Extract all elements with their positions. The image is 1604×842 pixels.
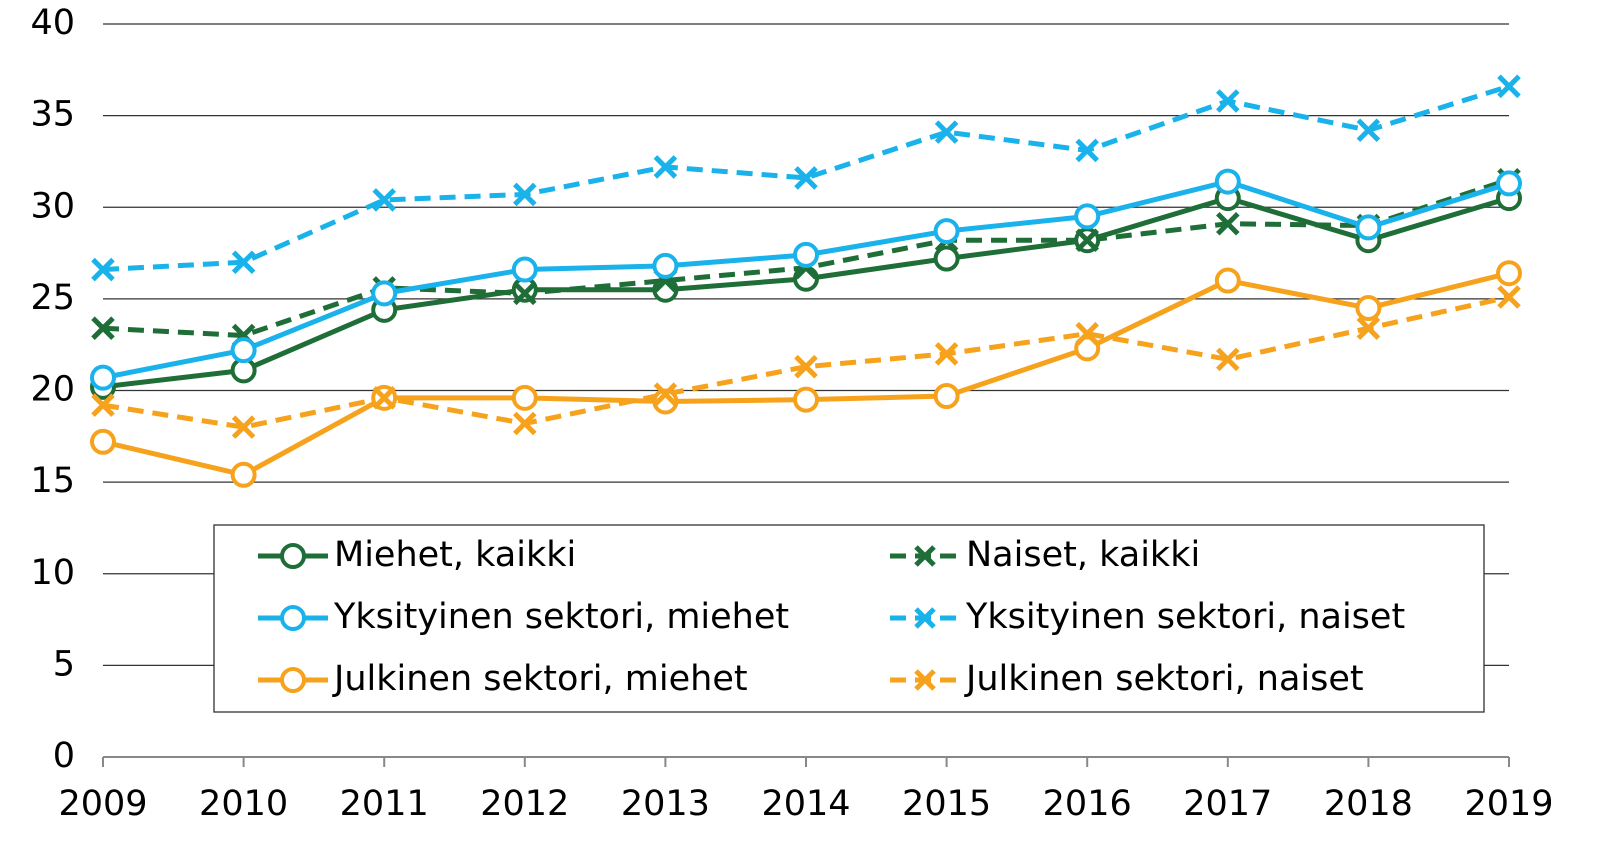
legend-marker [914, 545, 936, 567]
y-tick-label: 35 [30, 95, 75, 135]
legend-marker [914, 607, 936, 629]
point [1075, 138, 1099, 163]
legend-label: Miehet, kaikki [334, 535, 576, 575]
point [934, 120, 959, 144]
x-tick-label: 2019 [1464, 784, 1553, 824]
y-tick-label: 10 [30, 553, 75, 593]
point [371, 280, 398, 307]
point [653, 382, 678, 406]
point [1496, 260, 1522, 287]
series-line [102, 83, 1510, 273]
legend-label: Yksityinen sektori, miehet [333, 597, 789, 637]
point [1074, 203, 1101, 230]
point [794, 166, 818, 190]
point [933, 218, 960, 245]
point [793, 241, 819, 268]
x-tick-label: 2015 [902, 784, 991, 824]
x-tick-label: 2018 [1324, 784, 1413, 824]
legend-marker [280, 543, 306, 569]
point [91, 316, 115, 340]
point [933, 245, 960, 272]
legend-label: Julkinen sektori, naiset [964, 659, 1364, 699]
y-tick-label: 5 [53, 644, 75, 684]
y-tick-label: 0 [53, 736, 75, 776]
point [511, 256, 538, 283]
point [653, 155, 678, 179]
point [513, 182, 537, 207]
point [1216, 347, 1240, 372]
point [1355, 214, 1382, 241]
y-tick-label: 25 [30, 278, 75, 318]
x-tick-label: 2012 [480, 784, 569, 824]
point [372, 386, 396, 410]
legend-label: Yksityinen sektori, naiset [965, 597, 1405, 637]
point [1356, 118, 1381, 143]
point [231, 415, 256, 439]
point [90, 364, 116, 391]
x-tick-label: 2009 [58, 784, 147, 824]
y-tick-label: 20 [30, 370, 75, 410]
point [793, 386, 819, 413]
point [513, 281, 537, 306]
point [90, 428, 116, 455]
point [1497, 285, 1521, 309]
legend-marker [280, 605, 306, 631]
legend-label: Naiset, kaikki [966, 535, 1200, 575]
x-tick-label: 2011 [340, 784, 429, 824]
point [231, 250, 256, 274]
point [652, 388, 679, 415]
point [934, 342, 959, 366]
point [1214, 267, 1241, 294]
point [372, 188, 396, 212]
y-tick-label: 40 [30, 3, 75, 43]
x-tick-label: 2014 [761, 784, 850, 824]
point [1216, 89, 1240, 113]
x-tick-label: 2013 [621, 784, 710, 824]
x-tick-label: 2016 [1043, 784, 1132, 824]
point [513, 411, 537, 436]
point [511, 384, 538, 411]
y-tick-label: 30 [30, 186, 75, 226]
x-tick-label: 2010 [199, 784, 288, 824]
point [652, 252, 679, 279]
point [1074, 335, 1101, 362]
point [1216, 211, 1240, 236]
point [1355, 295, 1382, 322]
point [933, 382, 960, 409]
point [91, 257, 115, 282]
point [1356, 316, 1381, 340]
series-line [102, 270, 1510, 478]
point [1496, 170, 1522, 197]
point [1075, 321, 1099, 346]
legend-box [213, 524, 1485, 713]
legend-marker [914, 669, 936, 691]
point [1497, 74, 1521, 99]
point [794, 354, 818, 379]
legend-label: Julkinen sektori, miehet [332, 659, 748, 699]
x-tick-label: 2017 [1183, 784, 1272, 824]
point [1214, 168, 1241, 195]
y-tick-label: 15 [30, 461, 75, 501]
point [1075, 228, 1099, 253]
legend: Miehet, kaikki Naiset, kaikki Yksityinen s… [213, 524, 1485, 713]
point [230, 461, 257, 488]
point [91, 393, 115, 417]
point [230, 337, 257, 364]
legend-marker [280, 667, 306, 693]
